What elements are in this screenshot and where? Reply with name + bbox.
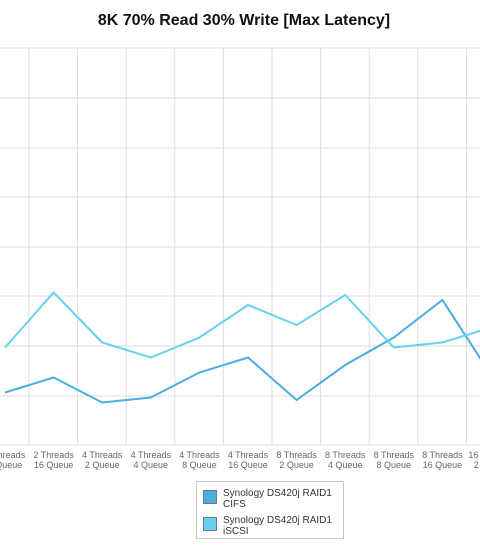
- series-line-1: [4, 291, 480, 359]
- legend-swatch-iscsi: [203, 517, 217, 531]
- legend-label-iscsi: Synology DS420j RAID1 iSCSI: [223, 515, 332, 537]
- x-tick-label-6: 8 Threads 2 Queue: [276, 450, 317, 470]
- x-tick-label-5: 4 Threads 16 Queue: [228, 450, 269, 470]
- chart-legend: Synology DS420j RAID1 CIFS Synology DS42…: [196, 481, 344, 539]
- x-tick-label-8: 8 Threads 8 Queue: [374, 450, 415, 470]
- legend-item-cifs[interactable]: Synology DS420j RAID1 CIFS: [203, 488, 343, 510]
- x-tick-label-1: 2 Threads 16 Queue: [33, 450, 74, 470]
- x-tick-label-3: 4 Threads 4 Queue: [131, 450, 172, 470]
- x-tick-label-7: 8 Threads 4 Queue: [325, 450, 366, 470]
- legend-swatch-cifs: [203, 490, 217, 504]
- x-tick-label-4: 4 Threads 8 Queue: [179, 450, 220, 470]
- x-tick-label-9: 8 Threads 16 Queue: [422, 450, 463, 470]
- legend-item-iscsi[interactable]: Synology DS420j RAID1 iSCSI: [203, 515, 343, 537]
- legend-label-cifs: Synology DS420j RAID1 CIFS: [223, 488, 332, 510]
- x-tick-label-2: 4 Threads 2 Queue: [82, 450, 123, 470]
- series-line-0: [4, 298, 480, 404]
- chart-title: 8K 70% Read 30% Write [Max Latency]: [97, 12, 391, 29]
